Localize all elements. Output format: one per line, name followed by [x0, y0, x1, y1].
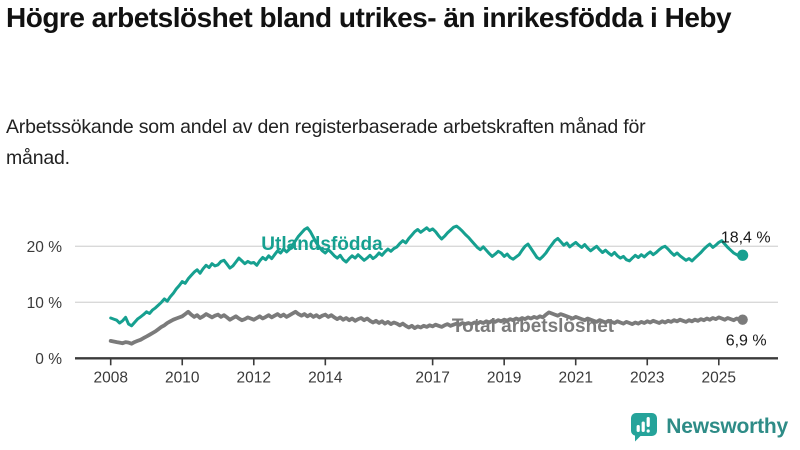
- series-end-value-label: 6,9 %: [726, 333, 767, 350]
- newsworthy-logo: Newsworthy: [629, 411, 788, 443]
- series-end-dot: [737, 314, 748, 325]
- x-axis-tick-label: 2014: [308, 369, 343, 386]
- series-name-label: Total arbetslöshet: [452, 316, 615, 337]
- y-axis-tick-label: 10 %: [27, 295, 63, 312]
- newsworthy-logo-text: Newsworthy: [666, 415, 788, 438]
- chart-title: Högre arbetslöshet bland utrikes- än inr…: [6, 2, 732, 33]
- x-axis-tick-label: 2010: [165, 369, 200, 386]
- y-axis-tick-label: 0 %: [35, 351, 62, 368]
- x-axis-tick-label: 2012: [237, 369, 271, 386]
- series-name-label: Utlandsfödda: [261, 234, 383, 255]
- y-axis-tick-label: 20 %: [27, 239, 63, 256]
- series-line-utlandsfodda: [109, 224, 745, 328]
- newsworthy-bar-chart-icon: [631, 413, 658, 442]
- x-axis-tick-label: 2023: [630, 369, 664, 386]
- x-axis-tick-label: 2017: [415, 369, 449, 386]
- unemployment-line-chart: 0 % 10 % 20 % 2008 2010 2012 2014 2017 2019 2021 2…: [27, 224, 778, 386]
- x-axis-tick-label: 2019: [487, 369, 521, 386]
- chart-subtitle: Arbetssökande som andel av den registerb…: [6, 116, 646, 170]
- x-axis-tick-label: 2025: [702, 369, 736, 386]
- series-end-value-label: 18,4 %: [721, 229, 771, 246]
- series-end-dot: [737, 249, 749, 261]
- series-line-total: [108, 309, 745, 346]
- x-axis-tick-label: 2021: [558, 369, 592, 386]
- x-axis-tick-label: 2008: [93, 369, 127, 386]
